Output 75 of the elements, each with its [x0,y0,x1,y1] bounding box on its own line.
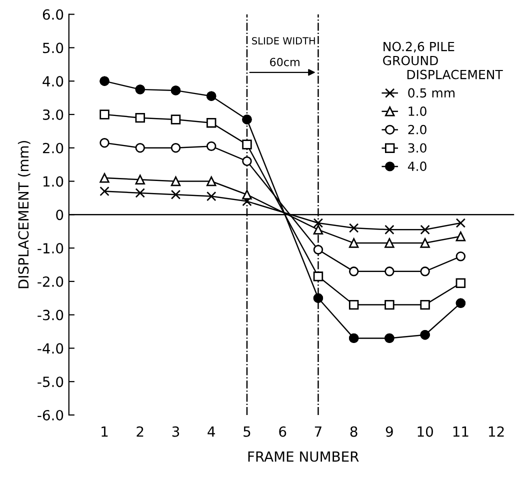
x-tick-label: 1 [102,426,108,437]
point [348,266,359,276]
point [135,188,145,198]
point [170,176,181,186]
legend-label: 0.5 mm [408,88,454,98]
point [456,231,466,242]
point [348,238,359,248]
y-tick-label: -1.0 [38,243,64,254]
y-axis-title: DISPLACEMENT (mm) [18,140,30,288]
point [135,112,145,123]
x-axis-title: FRAME NUMBER [248,451,359,462]
point [170,114,181,124]
point [100,173,110,183]
point [348,223,359,233]
x-tick-label: 5 [244,426,250,437]
point [456,218,466,228]
legend-label: 1.0 [408,106,426,116]
y-tick-label: 3.0 [43,109,64,120]
legend-label: 2.0 [408,124,426,134]
legend-label: 3.0 [408,143,426,153]
point [456,252,466,262]
point [100,110,110,120]
point [170,143,181,153]
x-tick-label: 8 [350,426,358,437]
x-tick-label: 10 [418,426,433,437]
y-tick-label: 6.0 [42,9,64,20]
point [313,244,324,255]
x-tick-label: 7 [314,426,322,437]
x-tick-label: 3 [172,426,180,437]
y-tick-label: 5.0 [43,42,64,54]
y-tick-label: -2.0 [38,276,64,287]
point [206,118,216,128]
point [242,140,252,150]
point [313,224,324,235]
legend-title: NO.2,6 PILE GROUND DISPLACEMENT [383,42,503,80]
point [384,224,394,235]
point [384,300,394,310]
x-tick-label: 4 [208,426,216,437]
point [313,272,324,282]
point [206,191,216,202]
point [100,186,110,196]
point [206,141,216,152]
point [206,176,216,186]
y-tick-label: -6.0 [38,410,64,420]
annotation: 60cm [270,58,300,66]
point [420,300,430,310]
y-tick-label: 0 [56,210,64,220]
y-tick-label: -5.0 [38,376,64,388]
point [384,266,394,276]
point [242,190,252,200]
point [242,156,252,166]
point [242,196,252,206]
point [384,238,394,248]
point [313,218,324,228]
point [170,190,181,200]
x-tick-label: 12 [488,426,504,437]
point [348,300,359,310]
point [420,266,430,276]
y-tick-label: -4.0 [38,343,64,354]
legend-label: 4.0 [408,162,426,171]
point [135,143,145,153]
y-tick-label: 1.0 [43,176,64,187]
x-tick-label: 6 [279,426,286,437]
x-tick-label: 2 [136,426,144,437]
y-tick-label: -3.0 [38,310,64,320]
y-tick-label: 4.0 [42,76,64,87]
x-tick-label: 9 [386,426,393,437]
point [456,278,466,288]
x-tick-label: 11 [453,426,468,437]
annotation: SLIDE WIDTH [252,37,315,44]
y-tick-label: 2.0 [42,142,64,154]
point [100,138,110,148]
point [135,174,145,184]
point [420,224,430,235]
point [420,238,430,248]
